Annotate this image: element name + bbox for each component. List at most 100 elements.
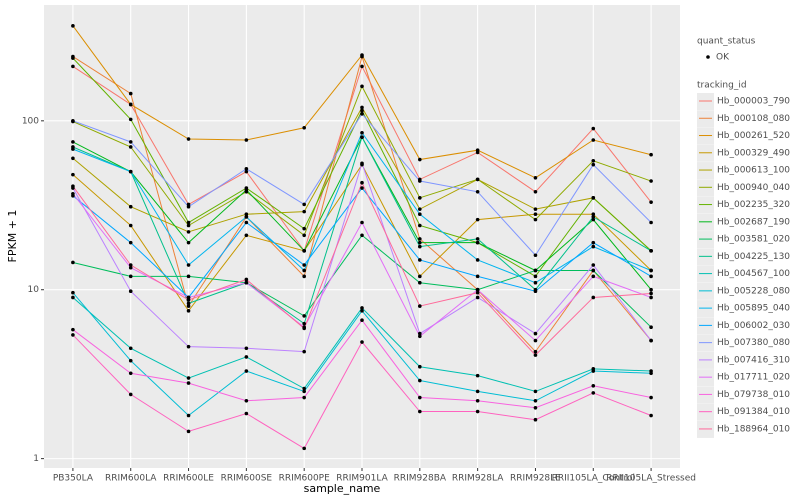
- legend-label: Hb_000108_080: [717, 114, 790, 124]
- data-point: [418, 258, 422, 262]
- data-point: [360, 318, 364, 323]
- data-point: [533, 353, 538, 357]
- data-point: [533, 207, 538, 211]
- data-point: [591, 244, 596, 249]
- data-point: [128, 346, 133, 351]
- data-point: [533, 331, 538, 336]
- data-point: [186, 429, 191, 434]
- data-point: [128, 371, 133, 376]
- data-point: [591, 369, 596, 373]
- data-point: [302, 248, 306, 253]
- data-point: [186, 301, 191, 306]
- x-tick-label: RRII105LA_Control: [552, 474, 635, 484]
- legend-label: Hb_003581_020: [717, 235, 790, 245]
- data-point: [533, 338, 538, 343]
- data-point: [533, 289, 538, 294]
- data-point: [302, 263, 306, 267]
- data-point: [591, 263, 596, 267]
- data-point: [533, 405, 538, 410]
- legend-label: Hb_007416_310: [717, 355, 790, 365]
- data-point: [591, 138, 596, 142]
- x-tick-label: RRIM901LA: [336, 474, 388, 484]
- x-tick-label: RRIM600SE: [221, 474, 273, 484]
- data-point: [360, 186, 364, 190]
- data-point: [244, 215, 249, 219]
- data-point: [591, 162, 596, 167]
- data-point: [591, 391, 596, 395]
- legend-label: Hb_007380_080: [717, 338, 790, 348]
- data-point: [244, 212, 249, 216]
- data-point: [128, 102, 133, 107]
- data-point: [418, 240, 422, 245]
- data-point: [302, 209, 306, 214]
- data-point: [186, 137, 191, 141]
- data-point: [302, 386, 306, 391]
- x-tick-label: RRIM928LE: [510, 474, 561, 484]
- data-point: [533, 280, 538, 285]
- data-point: [128, 169, 133, 174]
- data-point: [244, 169, 249, 174]
- data-point: [649, 152, 653, 157]
- data-point: [418, 409, 422, 414]
- legend-title: quant_status: [697, 37, 756, 47]
- data-point: [302, 446, 306, 451]
- data-point: [302, 349, 306, 354]
- data-point: [186, 344, 191, 349]
- data-point: [649, 268, 653, 273]
- data-point: [533, 274, 538, 279]
- legend-point: [706, 55, 710, 59]
- data-point: [475, 217, 480, 222]
- data-point: [533, 349, 538, 354]
- data-point: [302, 268, 306, 273]
- data-point: [71, 156, 75, 161]
- data-point: [71, 260, 75, 265]
- data-point: [475, 287, 480, 292]
- data-point: [475, 274, 480, 279]
- data-point: [302, 314, 306, 318]
- data-point: [244, 166, 249, 171]
- data-point: [649, 179, 653, 183]
- legend-label: Hb_004225_130: [717, 252, 790, 262]
- data-point: [591, 126, 596, 131]
- data-point: [418, 207, 422, 211]
- data-point: [418, 364, 422, 369]
- data-point: [591, 215, 596, 219]
- data-point: [418, 196, 422, 200]
- y-tick-label: 100: [22, 116, 39, 126]
- data-point: [302, 226, 306, 231]
- legend-label: Hb_000261_520: [717, 131, 790, 141]
- legend-label: Hb_006002_030: [717, 321, 790, 331]
- data-point: [649, 295, 653, 300]
- data-point: [186, 204, 191, 209]
- data-point: [418, 280, 422, 285]
- data-point: [71, 24, 75, 28]
- y-tick-label: 1: [33, 454, 39, 464]
- data-point: [533, 217, 538, 222]
- x-tick-label: RRIM600PE: [279, 474, 331, 484]
- data-point: [418, 331, 422, 336]
- data-point: [71, 56, 75, 60]
- data-point: [418, 244, 422, 249]
- data-point: [128, 117, 133, 122]
- data-point: [475, 295, 480, 300]
- x-tick-label: RRIM600LE: [163, 474, 214, 484]
- data-point: [533, 417, 538, 422]
- data-point: [591, 212, 596, 216]
- data-point: [244, 138, 249, 142]
- data-point: [186, 230, 191, 234]
- x-tick-label: RRIM928BA: [394, 474, 447, 484]
- data-point: [591, 383, 596, 388]
- legend-label: Hb_004567_100: [717, 269, 790, 279]
- data-point: [186, 376, 191, 380]
- data-point: [360, 53, 364, 57]
- data-point: [475, 290, 480, 295]
- data-point: [186, 413, 191, 418]
- data-point: [128, 263, 133, 267]
- data-point: [302, 274, 306, 279]
- data-point: [128, 91, 133, 96]
- data-point: [186, 263, 191, 267]
- data-point: [649, 371, 653, 376]
- data-point: [533, 389, 538, 394]
